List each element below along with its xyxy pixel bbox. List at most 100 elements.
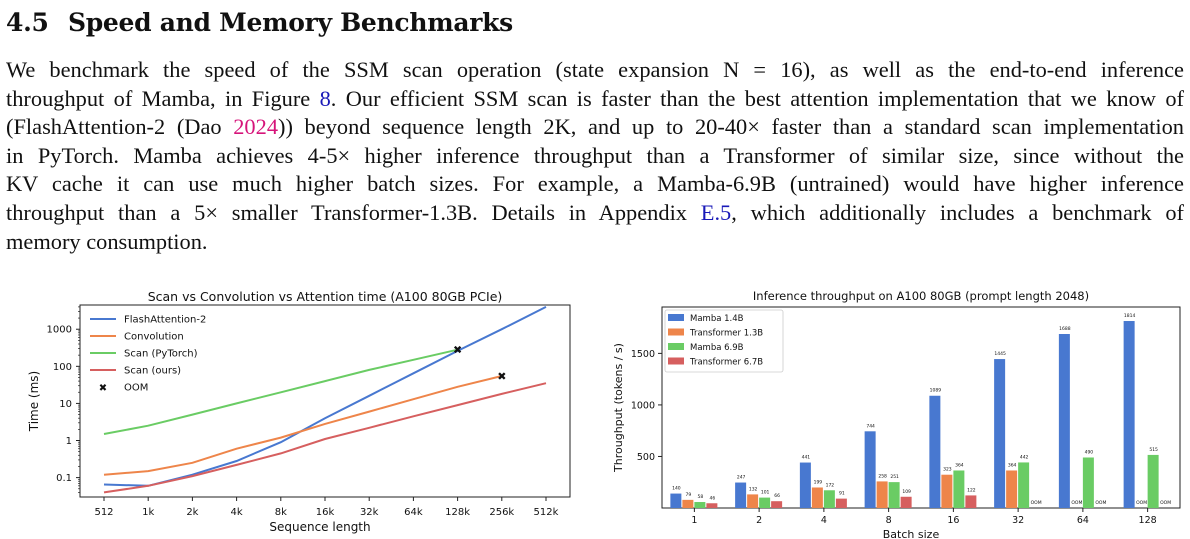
bar-value-label: 442	[1020, 454, 1029, 460]
bar-value-label: 251	[890, 474, 899, 480]
section-title: Speed and Memory Benchmarks	[68, 8, 513, 37]
y-tick-label: 500	[637, 452, 655, 463]
bar	[706, 503, 717, 508]
section-number: 4.5	[6, 8, 68, 37]
y-tick-label: 1	[66, 436, 72, 447]
bar	[812, 487, 823, 508]
x-tick-label: 32	[1012, 515, 1024, 526]
paragraph-line: in PyTorch. Mamba achieves 4-5× higher i…	[6, 142, 1184, 171]
y-tick-label: 10	[59, 399, 72, 410]
x-tick-label: 64	[1077, 515, 1089, 526]
bar	[929, 396, 940, 508]
oom-label: OOM	[1160, 500, 1171, 506]
oom-marker: ✖	[497, 370, 506, 383]
bar	[800, 463, 811, 508]
bar	[1124, 321, 1135, 508]
bar	[771, 501, 782, 508]
legend-label: Convolution	[124, 332, 184, 343]
text-run: (FlashAttention-2 (Dao	[6, 114, 233, 139]
paragraph-line: We benchmark the speed of the SSM scan o…	[6, 56, 1184, 85]
paragraph-line: (FlashAttention-2 (Dao 2024)) beyond seq…	[6, 113, 1184, 142]
chart-title: Scan vs Convolution vs Attention time (A…	[148, 289, 503, 304]
appendix-link[interactable]: E.5	[701, 200, 731, 225]
bar-value-label: 1089	[930, 388, 942, 394]
figure-link[interactable]: 8	[320, 86, 331, 111]
y-tick-label: 1000	[47, 325, 72, 336]
bar-value-label: 172	[826, 482, 835, 488]
bar	[747, 494, 758, 508]
bar	[694, 502, 705, 508]
citation-link[interactable]: 2024	[233, 114, 278, 139]
paragraph-line: memory consumption.	[6, 228, 1184, 257]
x-tick-label: 512k	[534, 507, 559, 518]
bar	[941, 475, 952, 508]
x-tick-label: 512	[94, 507, 113, 518]
bar-value-label: 101	[761, 490, 770, 496]
bar-value-label: 199	[814, 479, 823, 485]
y-tick-label: 0.1	[56, 473, 72, 484]
x-tick-label: 1	[691, 515, 697, 526]
x-tick-label: 128	[1139, 515, 1157, 526]
x-tick-label: 64k	[404, 507, 423, 518]
bar-value-label: 1814	[1124, 313, 1136, 319]
text-run: . Our efficient SSM scan is faster than …	[331, 86, 1184, 111]
series-line	[104, 350, 458, 434]
legend-label: Transformer 6.7B	[689, 358, 763, 368]
bar	[994, 359, 1005, 508]
bar-value-label: 109	[902, 489, 911, 495]
bar-value-label: 58	[698, 494, 704, 500]
x-axis-label: Batch size	[883, 528, 940, 539]
bar	[901, 497, 912, 508]
bar-value-label: 79	[686, 492, 692, 498]
bar	[877, 481, 888, 508]
bar-value-label: 364	[955, 462, 964, 468]
legend-swatch	[668, 314, 684, 321]
paragraph-line: throughput than a 5× smaller Transformer…	[6, 199, 1184, 228]
legend-label: Scan (ours)	[124, 366, 181, 377]
legend-label: FlashAttention-2	[124, 315, 206, 326]
series-line	[104, 383, 546, 492]
bar	[965, 495, 976, 508]
x-tick-label: 1k	[142, 507, 154, 518]
body-paragraph: We benchmark the speed of the SSM scan o…	[6, 56, 1184, 256]
legend-label: Mamba 1.4B	[690, 314, 744, 324]
bar-value-label: 1688	[1059, 326, 1071, 332]
bar-value-label: 1445	[994, 351, 1006, 357]
y-axis-label: Throughput (tokens / s)	[612, 343, 625, 473]
throughput-chart: Inference throughput on A100 80GB (promp…	[600, 282, 1190, 539]
bar-value-label: 247	[737, 475, 746, 481]
x-tick-label: 32k	[360, 507, 379, 518]
y-tick-label: 1000	[631, 400, 655, 411]
legend-label: OOM	[124, 383, 148, 394]
legend-swatch	[668, 343, 684, 350]
text-run: throughput than a 5× smaller Transformer…	[6, 200, 701, 225]
bar	[824, 490, 835, 508]
bar-value-label: 364	[1008, 462, 1017, 468]
x-tick-label: 4k	[231, 507, 243, 518]
bar-value-label: 132	[749, 486, 758, 492]
bar	[865, 431, 876, 508]
y-tick-label: 100	[53, 362, 72, 373]
x-tick-label: 4	[821, 515, 827, 526]
series-line	[104, 376, 502, 475]
bar	[670, 494, 681, 508]
scan-time-chart: Scan vs Convolution vs Attention time (A…	[0, 282, 590, 539]
bar-value-label: 122	[967, 487, 976, 493]
oom-marker: ✖	[453, 344, 462, 357]
bar	[1018, 462, 1029, 508]
bar-value-label: 140	[672, 486, 681, 492]
legend-label: Scan (PyTorch)	[124, 349, 198, 360]
bar	[1083, 457, 1094, 508]
x-tick-label: 8	[886, 515, 892, 526]
y-tick-label: 1500	[631, 349, 655, 360]
bar-value-label: 441	[802, 455, 811, 461]
x-tick-label: 2k	[186, 507, 198, 518]
legend-oom-symbol: ✖	[99, 383, 107, 394]
bar	[836, 499, 847, 508]
section-heading: 4.5 Speed and Memory Benchmarks	[6, 8, 513, 37]
bar-value-label: 323	[943, 467, 952, 473]
bar-value-label: 258	[878, 473, 887, 479]
chart-title: Inference throughput on A100 80GB (promp…	[753, 289, 1089, 303]
oom-label: OOM	[1095, 500, 1106, 506]
bar-value-label: 744	[866, 423, 875, 429]
